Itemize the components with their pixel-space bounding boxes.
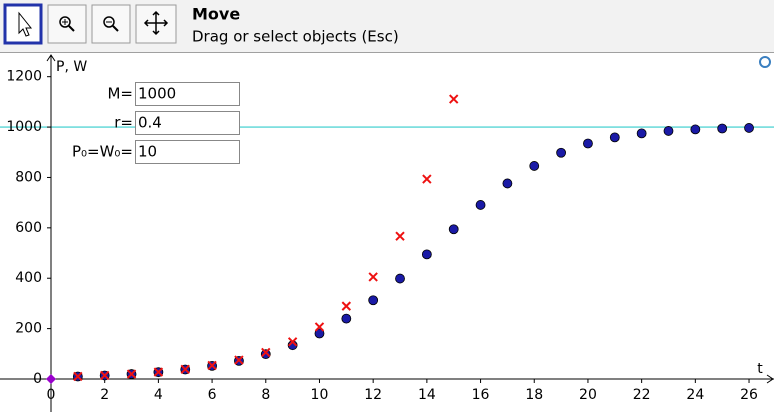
input-label: M= [107,85,133,103]
y-tick-label: 1200 [6,69,42,85]
x-tick-label: 12 [364,387,382,403]
data-dot [583,138,593,149]
zoom-in-button[interactable] [47,4,87,44]
data-cross [126,369,137,379]
data-cross [449,94,459,104]
data-dot [421,249,432,260]
data-dot [529,161,540,171]
input-box[interactable] [135,111,240,135]
data-dot [556,147,567,158]
tool-help: Drag or select objects (Esc) [192,28,399,46]
data-dot [395,273,405,284]
x-tick-label: 16 [472,387,490,403]
y-tick-label: 800 [15,169,42,185]
data-dot [368,295,379,306]
x-tick-label: 22 [633,387,651,403]
x-tick-label: 24 [686,387,704,403]
input-label: P₀=W₀= [72,143,133,161]
data-cross [341,301,352,311]
x-tick-label: 8 [261,387,270,403]
data-cross [73,371,83,382]
move-view-button[interactable] [135,4,177,44]
data-cross [153,367,164,377]
input-label: r= [114,114,133,132]
data-cross [422,174,432,184]
x-tick-label: 14 [418,387,436,403]
data-dot [314,328,325,339]
data-dot [260,349,271,360]
data-dot [502,178,513,189]
input-box[interactable] [135,82,240,106]
data-dot [475,200,486,210]
data-cross [287,337,298,347]
data-dot [448,224,459,235]
data-cross [261,347,271,358]
x-axis-arrow [766,374,774,384]
x-tick-label: 0 [47,387,56,403]
x-tick-label: 10 [311,387,329,403]
y-axis-arrow [46,54,56,62]
y-axis-label: P, W [56,59,87,75]
zoom-out-button[interactable] [91,4,131,44]
x-tick-label: 26 [740,387,758,403]
data-dot [341,313,352,324]
tool-name: Move [192,5,240,24]
data-dot [609,132,620,143]
data-cross [368,272,378,282]
data-dot [690,124,701,135]
refresh-icon[interactable] [759,56,771,68]
input-value: 0.4 [138,114,162,132]
x-tick-label: 18 [525,387,543,403]
x-axis-label: t [757,361,763,377]
data-dot [717,123,728,134]
input-value: 10 [138,143,157,161]
y-tick-label: 400 [15,270,42,286]
point-marker [46,373,56,384]
y-tick-label: 200 [15,321,42,337]
input-value: 1000 [138,85,176,103]
data-cross [207,360,217,371]
move-tool-button[interactable] [3,3,43,45]
input-box[interactable] [135,140,240,164]
data-cross [395,231,405,241]
data-cross [234,355,244,365]
x-tick-label: 2 [100,387,109,403]
y-tick-label: 600 [15,220,42,236]
y-tick-label: 1000 [6,119,42,135]
x-tick-label: 20 [579,387,597,403]
x-tick-label: 6 [208,387,217,403]
data-cross [99,370,110,381]
data-dot [636,128,647,139]
data-cross [180,364,190,375]
data-cross [314,322,325,332]
y-tick-label: 0 [33,371,42,387]
data-dot [663,126,674,136]
x-tick-label: 4 [154,387,163,403]
data-dot [744,123,754,133]
